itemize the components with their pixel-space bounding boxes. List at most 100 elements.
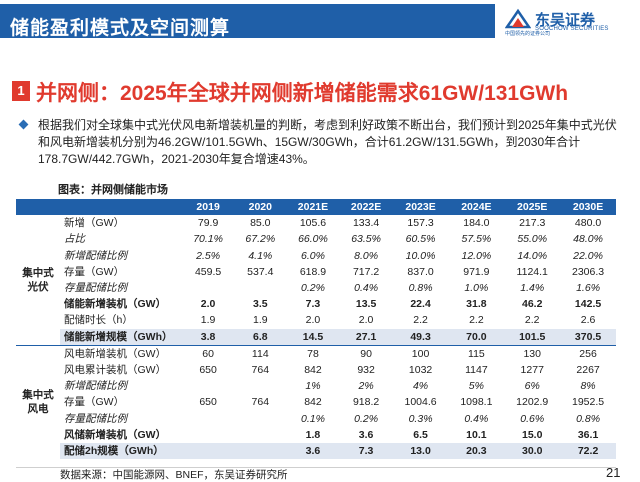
table-row: 储能新增装机（GW） 2.0 3.5 7.3 13.5 22.4 31.8 46.2 142.5 [16,296,616,312]
table-cell: 49.3 [392,328,449,346]
table-cell [234,378,286,394]
table-cell: 115 [448,344,505,362]
table-cell: 2.2 [469,314,484,327]
table-row: 存量配储比例 0.1% 0.2% 0.3% 0.4% 0.6% 0.8% [16,410,616,426]
row-label: 新增配储比例 [64,380,127,393]
table-row: 储能新增规模（GWh） 3.8 6.8 14.5 27.1 49.3 70.0 101.5 37… [16,328,616,346]
row-group-label-line: 光伏 [27,280,49,293]
table-cell: 256 [560,344,616,362]
table-cell: 1098.1 [460,396,493,409]
table-cell: 2.6 [580,314,596,327]
row-label: 配储2h规模（GWh） [60,442,182,459]
table-cell: 2% [358,380,374,393]
table-cell: 3.8 [182,328,235,346]
row-label: 存量配储比例 [64,282,127,295]
table-cell: 2306.3 [572,265,605,278]
data-source: 数据来源：中国能源网、BNEF，东吴证券研究所 [60,469,288,481]
row-label: 占比 [64,233,85,246]
table-cell: 537.4 [247,265,274,278]
table-cell [182,442,235,459]
table-cell: 20.3 [448,442,505,459]
table-cell: 1.8 [305,428,321,441]
table-cell [182,410,234,426]
logo-icon [505,8,531,29]
table-cell: 0.3% [408,412,433,425]
row-label: 存量（GW） [64,396,125,409]
table-cell: 1147 [465,363,488,376]
table-cell [234,427,286,443]
table-cell: 70.0 [448,328,505,346]
table-cell: 2267 [576,363,600,376]
table-cell: 0.2% [354,412,379,425]
table-cell: 78 [286,344,340,362]
table-cell: 3.5 [253,298,268,311]
table-row: 配储时长（h） 1.9 1.9 2.0 2.0 2.2 2.2 2.2 2.6 [16,312,616,328]
row-label: 风储新增装机（GW） [64,428,167,441]
table-cell: 48.0% [573,233,603,246]
table-row: 存量配储比例 0.2% 0.4% 0.8% 1.0% 1.4% 1.6% [16,280,616,296]
table-cell: 60 [182,344,235,362]
table-row: 存量（GW） 459.5 537.4 618.9 717.2 837.0 971.9 1124… [16,264,616,280]
table-row: 新增配储比例 2.5% 4.1% 6.0% 8.0% 10.0% 12.0% 14.0% 22.… [16,248,616,264]
row-group-label-line: 风电 [27,403,49,416]
table-cell: 63.5% [351,233,381,246]
table-cell: 4% [412,380,429,393]
page-title: 储能盈利模式及空间测算 [10,18,231,39]
logo-small-text: 中国领先的证券公司 [505,31,551,37]
table-cell: 650 [199,363,217,376]
row-label: 配储时长（h） [64,314,133,327]
table-cell: 0.2% [301,282,325,295]
table-cell: 57.5% [461,233,492,246]
table-cell: 650 [199,396,217,409]
table-cell: 105.6 [299,217,327,230]
table-cell: 480.0 [574,217,602,230]
table-row: 集中式 风电 风电新增装机（GW） 60 114 78 90 100 115 130 256 [16,344,616,459]
table-cell: 10.0% [405,249,436,262]
table-cell: 1.4% [520,282,545,295]
column-header: 2024E [448,199,505,216]
table-row: 风电累计装机（GW） 650 764 842 932 1032 1147 1277 2267 [16,362,616,378]
table-cell [182,378,234,394]
table-cell: 459.5 [194,265,222,278]
table-cell: 66.0% [298,233,328,246]
row-label: 风电新增装机（GW） [60,344,182,362]
table-cell: 2.5% [196,249,221,262]
table-cell: 3.6 [358,428,374,441]
row-label: 新增配储比例 [64,249,127,262]
table-cell: 7.3 [339,442,393,459]
table-cell: 217.3 [519,217,546,230]
table-cell: 0.1% [301,412,325,425]
logo-text: 东吴证券 [535,12,596,29]
table-cell: 184.0 [463,217,490,230]
section-title: 并网侧：2025年全球并网侧新增储能需求61GW/131GWh [36,82,569,105]
table-cell: 1.6% [576,282,601,295]
table-cell: 1.9 [253,314,268,327]
table-cell: 22.0% [573,249,603,262]
table-cell: 618.9 [299,265,327,278]
column-header: 2022E [339,199,393,216]
table-cell: 2.0 [358,314,374,327]
table-cell: 842 [304,396,322,409]
row-label: 存量配储比例 [64,412,127,425]
table-cell: 1124.1 [516,265,548,278]
table-cell: 157.3 [407,217,434,230]
table-cell: 101.5 [504,328,561,346]
table-cell: 0.4% [464,412,489,425]
row-label: 风电累计装机（GW） [64,363,167,376]
table-cell: 5% [468,380,484,393]
table-cell: 10.1 [466,428,487,441]
table-cell: 60.5% [405,233,436,246]
column-header: 2020 [234,199,287,216]
column-header: 2030E [560,199,616,216]
table-cell: 2.2 [413,314,428,327]
body-paragraph: 根据我们对全球集中式光伏风电新增装机量的判断，考虑到利好政策不断出台，我们预计到… [38,118,617,166]
column-header: 2025E [504,199,561,216]
column-header [16,199,60,216]
table-cell: 1032 [408,363,433,376]
energy-storage-table: 2019 2020 2021E 2022E 2023E 2024E 2025E 2030E 集… [16,199,616,459]
table-cell: 27.1 [339,328,393,346]
header: 储能盈利模式及空间测算 中国领先的证券公司 东吴证券 SOOCHOW SECUR… [0,0,640,40]
row-label: 存量（GW） [64,265,125,278]
table-cell: 370.5 [560,328,616,346]
table-row: 占比 70.1% 67.2% 66.0% 63.5% 60.5% 57.5% 55.0% 48.… [16,231,616,247]
